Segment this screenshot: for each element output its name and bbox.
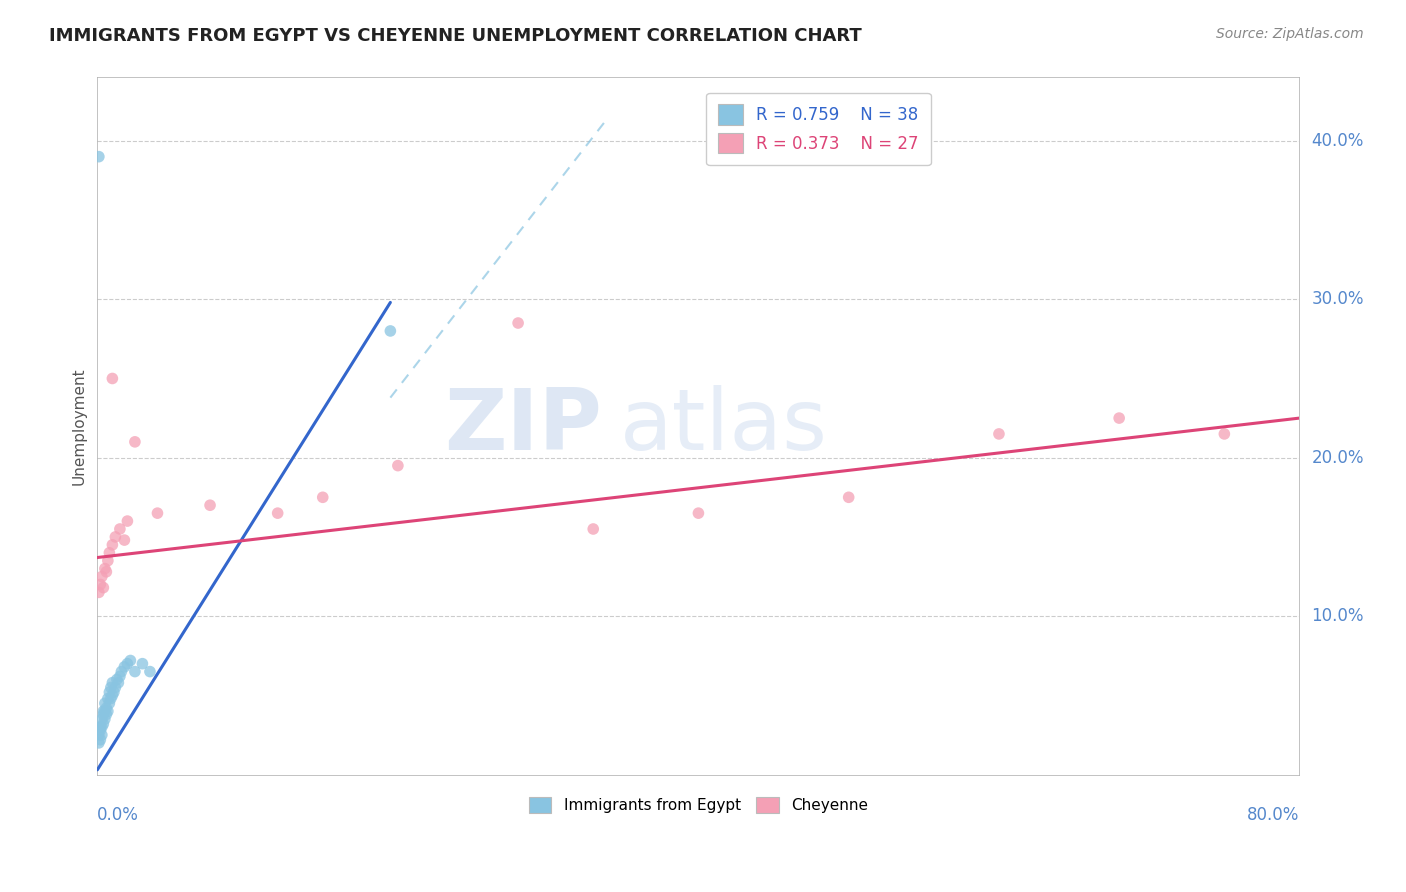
Point: [108, 522, 131, 536]
Point: [105, 673, 128, 687]
Text: 10.0%: 10.0%: [1312, 607, 1364, 625]
Point: [101, 689, 124, 703]
Point: [97, 691, 120, 706]
Text: ZIP: ZIP: [444, 384, 602, 467]
Point: [97, 554, 120, 568]
Point: [108, 669, 131, 683]
Point: [117, 657, 139, 671]
Y-axis label: Unemployment: Unemployment: [72, 368, 86, 485]
Point: [107, 675, 129, 690]
Point: [380, 324, 402, 338]
Point: [987, 426, 1010, 441]
Point: [146, 506, 169, 520]
Point: [87, 728, 110, 742]
Text: Source: ZipAtlas.com: Source: ZipAtlas.com: [1216, 27, 1364, 41]
Point: [312, 491, 335, 505]
Text: atlas: atlas: [620, 384, 828, 467]
Point: [120, 653, 142, 667]
Point: [506, 316, 529, 330]
Point: [97, 704, 120, 718]
Point: [101, 371, 124, 385]
Point: [94, 704, 117, 718]
Point: [124, 665, 146, 679]
Point: [104, 530, 127, 544]
Point: [100, 691, 122, 706]
Point: [98, 546, 121, 560]
Point: [90, 728, 112, 742]
Point: [87, 736, 110, 750]
Point: [838, 491, 860, 505]
Text: 0.0%: 0.0%: [97, 806, 139, 824]
Point: [96, 707, 118, 722]
Text: 80.0%: 80.0%: [1247, 806, 1299, 824]
Point: [93, 704, 115, 718]
Point: [87, 585, 110, 599]
Point: [90, 712, 112, 726]
Point: [198, 498, 221, 512]
Point: [112, 660, 135, 674]
Point: [93, 707, 115, 722]
Point: [93, 717, 115, 731]
Point: [98, 685, 121, 699]
Point: [94, 561, 117, 575]
Point: [103, 685, 125, 699]
Point: [89, 723, 111, 738]
Point: [96, 701, 118, 715]
Point: [110, 665, 132, 679]
Point: [266, 506, 288, 520]
Point: [1108, 411, 1130, 425]
Point: [131, 657, 153, 671]
Text: 30.0%: 30.0%: [1312, 290, 1364, 309]
Point: [96, 565, 118, 579]
Point: [124, 434, 146, 449]
Point: [94, 712, 117, 726]
Point: [101, 538, 124, 552]
Point: [94, 696, 117, 710]
Text: 20.0%: 20.0%: [1312, 449, 1364, 467]
Legend: Immigrants from Egypt, Cheyenne: Immigrants from Egypt, Cheyenne: [523, 791, 875, 819]
Point: [98, 696, 121, 710]
Text: 40.0%: 40.0%: [1312, 132, 1364, 150]
Point: [688, 506, 710, 520]
Point: [93, 581, 115, 595]
Point: [104, 681, 127, 695]
Point: [582, 522, 605, 536]
Point: [89, 720, 111, 734]
Point: [87, 150, 110, 164]
Point: [89, 577, 111, 591]
Point: [90, 720, 112, 734]
Point: [100, 681, 122, 695]
Point: [90, 569, 112, 583]
Point: [139, 665, 162, 679]
Point: [89, 732, 111, 747]
Point: [387, 458, 409, 473]
Point: [117, 514, 139, 528]
Point: [101, 675, 124, 690]
Point: [112, 533, 135, 547]
Text: IMMIGRANTS FROM EGYPT VS CHEYENNE UNEMPLOYMENT CORRELATION CHART: IMMIGRANTS FROM EGYPT VS CHEYENNE UNEMPL…: [49, 27, 862, 45]
Point: [1213, 426, 1236, 441]
